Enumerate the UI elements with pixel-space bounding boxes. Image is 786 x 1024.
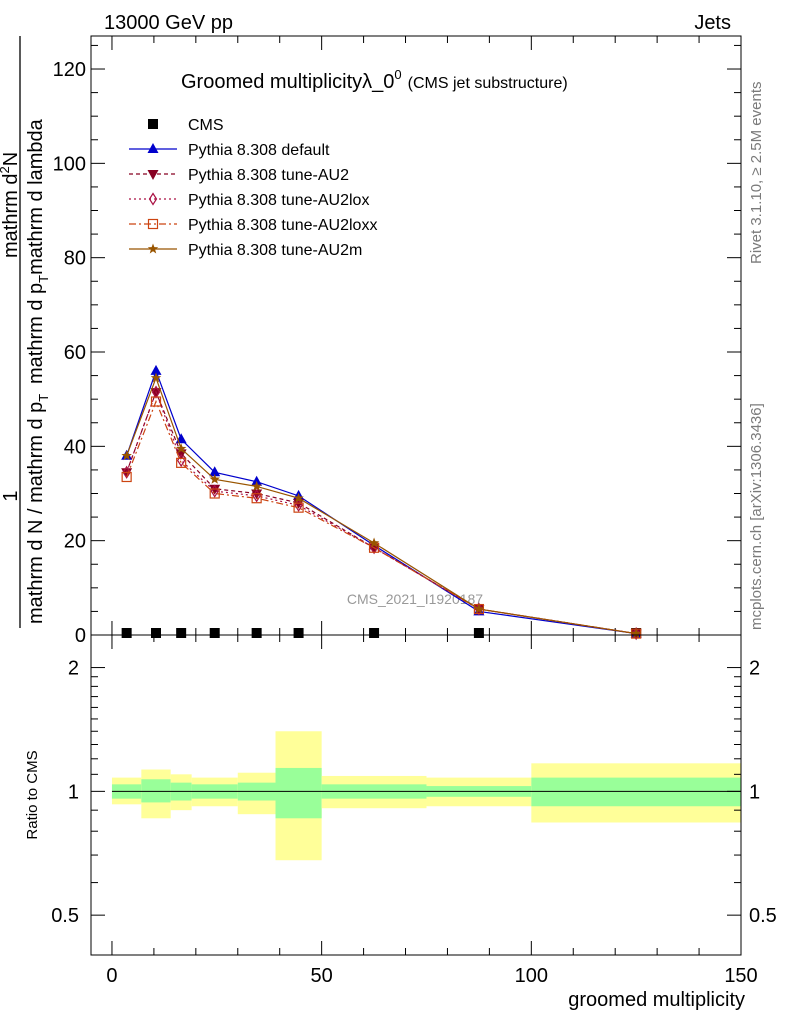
legend-label: Pythia 8.308 tune-AU2loxx <box>188 217 377 234</box>
legend-marker <box>147 143 159 153</box>
main-ylabel-num-sup: 2 <box>0 166 12 173</box>
watermark: CMS_2021_I1920187 <box>347 591 483 607</box>
legend-label: Pythia 8.308 tune-AU2 <box>188 167 349 184</box>
rivet-label: Rivet 3.1.10, ≥ 2.5M events <box>748 82 765 265</box>
data-point <box>630 628 642 639</box>
main-ylabel: 1 mathrm d N / mathrm d pT mathrm d2N ma… <box>0 36 51 628</box>
data-point <box>209 473 220 484</box>
series-line <box>126 390 637 635</box>
legend-marker <box>148 119 158 129</box>
ratio-plot-panel: 0.5 0.5 1 1 2 2 0 50 100 150 Ratio to CMS groomed… <box>24 634 777 1011</box>
main-ytick-label: 60 <box>64 342 86 364</box>
ratio-ytick-label-right: 2 <box>749 658 760 680</box>
main-ylabel-line2-tail: mathrm d lambda <box>25 118 47 274</box>
data-point <box>293 492 304 503</box>
main-ylabel-num-text: mathrm d <box>0 174 22 258</box>
main-ylabel-line2: mathrm d pTmathrm d lambda <box>25 118 51 384</box>
main-ylabel-line2-text: mathrm d p <box>25 283 47 384</box>
data-point <box>473 603 485 614</box>
main-ytick-label: 40 <box>64 436 86 458</box>
header-right: Jets <box>694 12 731 34</box>
ratio-ytick-label: 2 <box>68 658 79 680</box>
legend-marker <box>147 170 159 180</box>
data-point <box>293 628 304 638</box>
main-ytick-label: 20 <box>64 531 86 553</box>
main-ylabel-denominator: mathrm d N / mathrm d pT <box>25 394 51 624</box>
legend-label: CMS <box>188 117 224 134</box>
ratio-ytick-label-right: 1 <box>749 781 760 803</box>
data-point <box>176 628 187 638</box>
data-point <box>150 364 162 375</box>
main-ylabel-num-text2: N <box>0 152 22 166</box>
ratio-band-inner <box>531 777 741 807</box>
data-point <box>209 484 221 495</box>
data-point <box>150 372 162 383</box>
data-point <box>121 628 132 638</box>
mcplots-label: mcplots.cern.ch [arXiv:1306.3436] <box>748 403 765 630</box>
main-ytick-label: 120 <box>53 59 86 81</box>
ratio-ytick-label: 1 <box>68 781 79 803</box>
data-point <box>175 443 187 454</box>
legend-marker <box>148 192 158 206</box>
data-point <box>251 475 263 486</box>
main-ylabel-line1: mathrm d2N <box>0 152 22 258</box>
xtick-label: 0 <box>106 965 117 987</box>
main-ylabel-den-text: mathrm d N / mathrm d p <box>25 402 47 624</box>
data-point <box>369 628 380 638</box>
series-5 <box>121 372 642 639</box>
data-point <box>293 502 304 513</box>
header-left: 13000 GeV pp <box>104 12 233 34</box>
xtick-label: 150 <box>724 965 757 987</box>
data-point <box>151 628 161 638</box>
data-point <box>251 480 262 491</box>
ratio-band-inner <box>275 767 322 819</box>
ratio-ylabel: Ratio to CMS <box>24 750 41 839</box>
ratio-band-inner <box>141 779 171 803</box>
data-point <box>251 489 263 500</box>
main-plot-panel: 0 20 40 60 80 100 120 CMS_2021_I1920187 CMS Pyt… <box>53 35 742 647</box>
legend-label: Pythia 8.308 tune-AU2lox <box>188 192 369 209</box>
main-ylabel-line2-sub: T <box>36 275 51 283</box>
ratio-bands <box>111 731 741 861</box>
x-axis-label: groomed multiplicity <box>568 989 745 1011</box>
legend-marker <box>147 218 159 230</box>
ratio-axis-ticks: 0.5 0.5 1 1 2 2 0 50 100 150 <box>51 635 777 987</box>
legend: CMS Pythia 8.308 default Pythia 8.308 tune… <box>129 117 377 259</box>
chart-subtitle: (CMS jet substructure) <box>408 75 568 92</box>
data-point <box>631 626 641 641</box>
main-ytick-label: 100 <box>53 153 86 175</box>
data-point <box>209 466 221 477</box>
xtick-label: 50 <box>311 965 333 987</box>
data-point <box>121 471 132 483</box>
chart-title-sup: 0 <box>394 67 401 82</box>
data-point <box>251 628 262 638</box>
series-0 <box>121 628 642 638</box>
legend-marker <box>147 243 159 254</box>
main-ytick-label: 0 <box>75 625 86 647</box>
ratio-ytick-label-right: 0.5 <box>749 905 777 927</box>
main-ylabel-numerator: 1 <box>0 490 22 501</box>
ratio-ytick-label: 0.5 <box>51 905 79 927</box>
main-ytick-label: 80 <box>64 248 86 270</box>
data-point <box>209 488 220 499</box>
data-point <box>251 493 262 504</box>
data-point <box>150 396 162 407</box>
data-point <box>121 450 132 461</box>
data-point <box>209 628 220 638</box>
legend-label: Pythia 8.308 default <box>188 142 330 159</box>
ratio-plot-frame <box>90 634 742 956</box>
chart-title-text: Groomed multiplicityλ_0 <box>181 71 394 93</box>
series-line <box>126 390 637 635</box>
main-series-group <box>121 364 642 641</box>
main-ylabel-den-sub: T <box>36 394 51 402</box>
legend-label: Pythia 8.308 tune-AU2m <box>188 242 362 259</box>
data-point <box>473 628 484 638</box>
data-point <box>368 537 380 548</box>
chart-title: Groomed multiplicityλ_00 (CMS jet substru… <box>181 67 568 93</box>
xtick-label: 100 <box>515 965 548 987</box>
data-point <box>176 457 187 468</box>
main-axis-ticks: 0 20 40 60 80 100 120 <box>53 36 742 647</box>
